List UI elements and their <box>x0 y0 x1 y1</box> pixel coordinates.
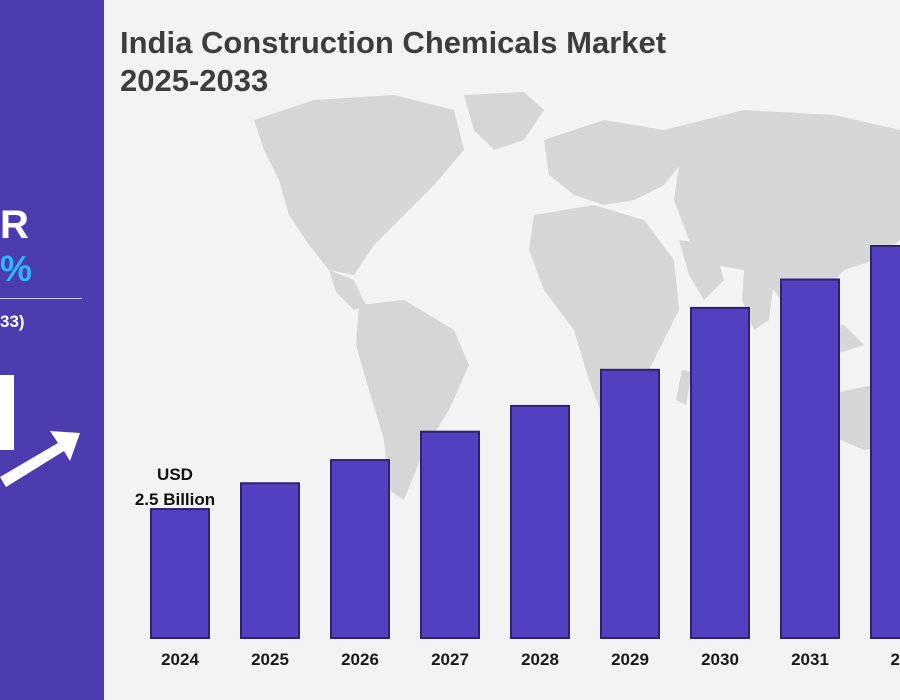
x-tick-label: 2030 <box>701 650 739 669</box>
x-tick-label: 2031 <box>791 650 829 669</box>
x-tick-label: 2027 <box>431 650 469 669</box>
x-tick-label: 20 <box>891 650 900 669</box>
sidebar-panel: R % 33) <box>0 0 104 700</box>
x-tick-label: 2025 <box>251 650 289 669</box>
bar-20 <box>870 245 900 639</box>
chart-title-line-2: 2025-2033 <box>120 63 269 98</box>
bar-2028 <box>510 404 570 640</box>
cagr-value: % <box>0 248 33 289</box>
growth-arrow-icon <box>0 375 80 487</box>
sidebar-divider <box>0 298 82 299</box>
bar-2024 <box>150 508 210 640</box>
chart-title: India Construction Chemicals Market 2025… <box>120 24 666 100</box>
x-tick-label: 2026 <box>341 650 379 669</box>
world-map-background <box>254 92 900 500</box>
bar-2026 <box>330 459 390 640</box>
x-tick-label: 2029 <box>611 650 649 669</box>
x-tick-label: 2028 <box>521 650 559 669</box>
bar-2029 <box>600 368 660 639</box>
bar-2027 <box>420 430 480 639</box>
data-label-2024: 2.5 Billion <box>135 490 215 509</box>
bar-2025 <box>240 482 300 639</box>
cagr-label: R <box>0 203 29 247</box>
cagr-period: 33) <box>0 312 25 331</box>
bar-2031 <box>780 278 840 639</box>
chart-title-line-1: India Construction Chemicals Market <box>120 25 667 60</box>
data-label-2024: USD <box>157 465 193 484</box>
x-tick-label: 2024 <box>161 650 199 669</box>
bar-2030 <box>690 306 750 639</box>
